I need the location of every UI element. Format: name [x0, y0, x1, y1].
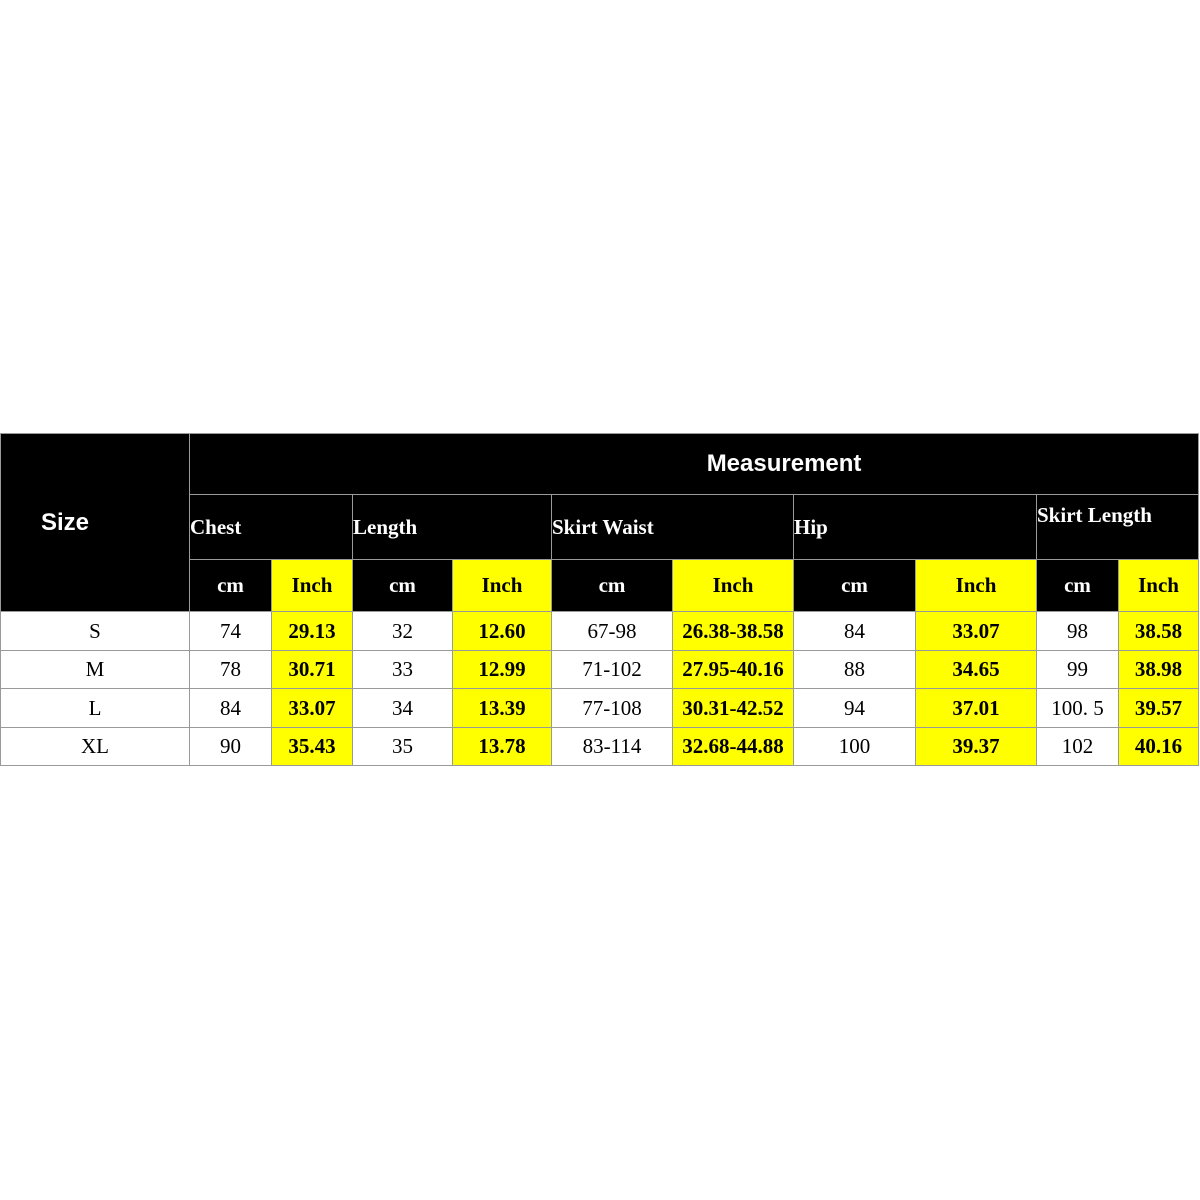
cm-value-cell: 71-102 — [551, 650, 673, 689]
cm-value-cell: 84 — [189, 688, 272, 728]
inch-value-cell: 32.68-44.88 — [672, 727, 794, 766]
group-header-0: Chest — [189, 494, 353, 560]
inch-value-cell: 27.95-40.16 — [672, 650, 794, 689]
cm-value-cell: 34 — [352, 688, 453, 728]
cm-value-cell: 94 — [793, 688, 916, 728]
inch-value-cell: 12.99 — [452, 650, 552, 689]
cm-value-cell: 99 — [1036, 650, 1119, 689]
inch-value-cell: 30.31-42.52 — [672, 688, 794, 728]
inch-value-cell: 37.01 — [915, 688, 1037, 728]
inch-value-cell: 34.65 — [915, 650, 1037, 689]
inch-value-cell: 38.98 — [1117, 650, 1200, 689]
group-header-1: Length — [352, 494, 552, 560]
header-row-title: Size Measurement — [0, 433, 1200, 612]
unit-inch-header: Inch — [672, 559, 794, 612]
cm-value-cell: 67-98 — [551, 611, 673, 651]
table-row: M 78 30.71 33 12.99 71-102 27.95-40.16 88 34.65 9… — [0, 650, 1200, 689]
header-row-groups: Chest Length Skirt Waist Hip Skirt Length — [1, 494, 1200, 560]
table-row: L 84 33.07 34 13.39 77-108 30.31-42.52 94 37.01 1… — [0, 688, 1200, 728]
cm-value-cell: 98 — [1036, 611, 1119, 651]
inch-value-cell: 40.16 — [1117, 727, 1200, 766]
cm-value-cell: 88 — [793, 650, 916, 689]
cm-value-cell: 74 — [189, 611, 272, 651]
unit-cm-header: cm — [352, 559, 453, 612]
cm-value-cell: 100 — [793, 727, 916, 766]
cm-value-cell: 102 — [1036, 727, 1119, 766]
unit-cm-header: cm — [1036, 559, 1119, 612]
cm-value-cell: 83-114 — [551, 727, 673, 766]
size-cell: M — [0, 650, 190, 689]
inch-value-cell: 39.37 — [915, 727, 1037, 766]
unit-cm-header: cm — [551, 559, 673, 612]
size-cell: L — [0, 688, 190, 728]
cm-value-cell: 84 — [793, 611, 916, 651]
unit-cm-header: cm — [793, 559, 916, 612]
table-row: XL 90 35.43 35 13.78 83-114 32.68-44.88 100 39.3… — [0, 727, 1200, 766]
unit-inch-header: Inch — [915, 559, 1037, 612]
group-header-3: Hip — [793, 494, 1037, 560]
unit-inch-header: Inch — [452, 559, 552, 612]
size-header: Size — [0, 433, 190, 612]
size-cell: S — [0, 611, 190, 651]
cm-value-cell: 32 — [352, 611, 453, 651]
cm-value-cell: 100. 5 — [1036, 688, 1119, 728]
cm-value-cell: 90 — [189, 727, 272, 766]
inch-value-cell: 33.07 — [271, 688, 353, 728]
inch-value-cell: 35.43 — [271, 727, 353, 766]
inch-value-cell: 26.38-38.58 — [672, 611, 794, 651]
inch-value-cell: 12.60 — [452, 611, 552, 651]
cm-value-cell: 33 — [352, 650, 453, 689]
cm-value-cell: 35 — [352, 727, 453, 766]
unit-inch-header: Inch — [1117, 559, 1200, 612]
size-chart-table: Size Measurement Chest Length Skirt Waist H… — [0, 433, 1200, 766]
group-header-2: Skirt Waist — [551, 494, 794, 560]
inch-value-cell: 33.07 — [915, 611, 1037, 651]
inch-value-cell: 29.13 — [271, 611, 353, 651]
inch-value-cell: 13.39 — [452, 688, 552, 728]
inch-value-cell: 30.71 — [271, 650, 353, 689]
group-header-4: Skirt Length — [1035, 494, 1200, 560]
unit-inch-header: Inch — [271, 559, 353, 612]
inch-value-cell: 38.58 — [1117, 611, 1200, 651]
size-cell: XL — [0, 727, 190, 766]
inch-value-cell: 39.57 — [1117, 688, 1200, 728]
unit-cm-header: cm — [189, 559, 272, 612]
cm-value-cell: 78 — [189, 650, 272, 689]
cm-value-cell: 77-108 — [551, 688, 673, 728]
table-row: S 74 29.13 32 12.60 67-98 26.38-38.58 84 33.07 98… — [0, 611, 1200, 651]
measurement-header: Measurement — [188, 433, 1200, 495]
inch-value-cell: 13.78 — [452, 727, 552, 766]
